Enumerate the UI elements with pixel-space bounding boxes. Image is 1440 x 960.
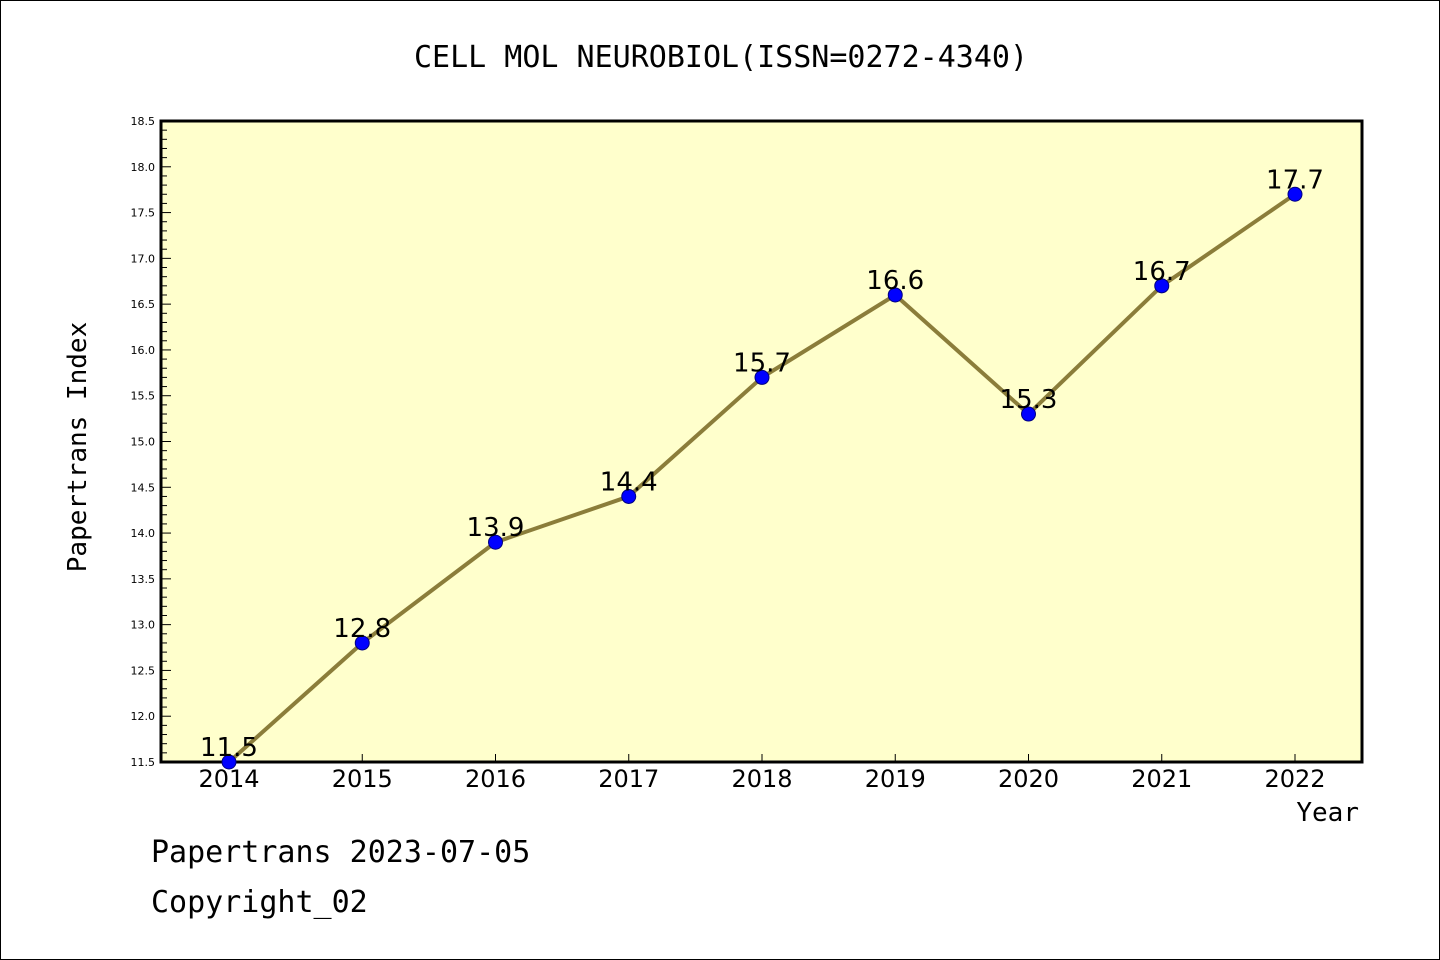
data-label: 13.9 xyxy=(467,513,525,543)
y-tick-label: 16.5 xyxy=(131,298,156,311)
x-tick-label: 2017 xyxy=(598,765,659,793)
x-axis-label: Year xyxy=(1296,798,1359,828)
y-tick-label: 11.5 xyxy=(131,756,156,769)
y-tick-label: 18.0 xyxy=(131,161,156,174)
series-points xyxy=(221,186,1303,770)
data-point xyxy=(221,754,237,770)
footer-date-line: Papertrans 2023-07-05 xyxy=(151,835,531,870)
data-labels: 11.5 12.8 13.9 14.4 15.7 16.6 15.3 16.7 17.7 xyxy=(200,165,1324,763)
y-tick-label: 15.0 xyxy=(131,436,156,449)
y-axis-ticks xyxy=(161,120,171,763)
data-point xyxy=(488,534,503,550)
y-tick-label: 14.0 xyxy=(131,527,156,540)
data-label: 12.8 xyxy=(333,614,391,644)
y-tick-label: 18.5 xyxy=(131,115,156,128)
y-tick-label: 16.0 xyxy=(131,344,156,357)
data-point xyxy=(1287,186,1303,202)
y-tick-label: 12.0 xyxy=(131,710,156,723)
y-tick-label: 17.0 xyxy=(131,252,156,265)
data-point xyxy=(1021,406,1036,422)
plot-area xyxy=(159,119,1364,764)
y-tick-label: 15.5 xyxy=(131,390,156,403)
y-tick-label: 13.0 xyxy=(131,619,156,632)
data-point xyxy=(621,488,637,504)
x-tick-label: 2020 xyxy=(998,765,1059,793)
x-axis-tick-labels: 2014 2015 2016 2017 2018 2019 2020 2021 2022 xyxy=(198,765,1325,793)
data-label: 11.5 xyxy=(200,733,258,763)
chart-title: CELL MOL NEUROBIOL(ISSN=0272-4340) xyxy=(414,40,1028,75)
x-tick-label: 2019 xyxy=(865,765,926,793)
y-tick-label: 17.5 xyxy=(131,207,156,220)
data-point xyxy=(1154,278,1170,294)
data-point xyxy=(887,287,903,303)
x-tick-label: 2018 xyxy=(731,765,792,793)
footer-copyright-line: Copyright_02 xyxy=(151,885,368,920)
data-label: 17.7 xyxy=(1266,165,1324,195)
data-point xyxy=(754,369,770,385)
y-tick-label: 13.5 xyxy=(131,573,156,586)
y-axis-label: Papertrans Index xyxy=(63,322,93,572)
x-tick-label: 2014 xyxy=(198,765,259,793)
x-tick-label: 2022 xyxy=(1264,765,1325,793)
data-label: 16.7 xyxy=(1133,257,1191,287)
x-tick-label: 2016 xyxy=(465,765,526,793)
data-label: 16.6 xyxy=(866,266,924,296)
x-tick-label: 2021 xyxy=(1131,765,1192,793)
data-point xyxy=(354,635,370,651)
data-label: 15.7 xyxy=(733,348,791,378)
y-tick-label: 14.5 xyxy=(131,481,156,494)
y-axis-tick-labels: 11.5 12.0 12.5 13.0 13.5 14.0 14.5 15.0 15.5 16.0… xyxy=(131,115,156,769)
data-label: 15.3 xyxy=(1000,385,1058,415)
x-tick-label: 2015 xyxy=(332,765,393,793)
data-label: 14.4 xyxy=(600,467,658,497)
y-tick-label: 12.5 xyxy=(131,664,156,677)
